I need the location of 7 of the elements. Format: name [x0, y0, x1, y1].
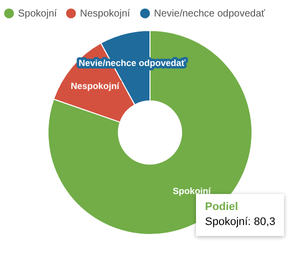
slice-label: Nespokojní: [70, 81, 120, 92]
slice-label: Spokojní: [172, 186, 212, 196]
legend-label: Spokojní: [18, 8, 58, 20]
legend-label: Nevie/nechce odpovedať: [154, 8, 266, 20]
legend-label: Nespokojní: [80, 8, 130, 20]
tooltip-box: Podiel Spokojní: 80,3: [196, 194, 284, 236]
donut-slice: [48, 30, 252, 235]
